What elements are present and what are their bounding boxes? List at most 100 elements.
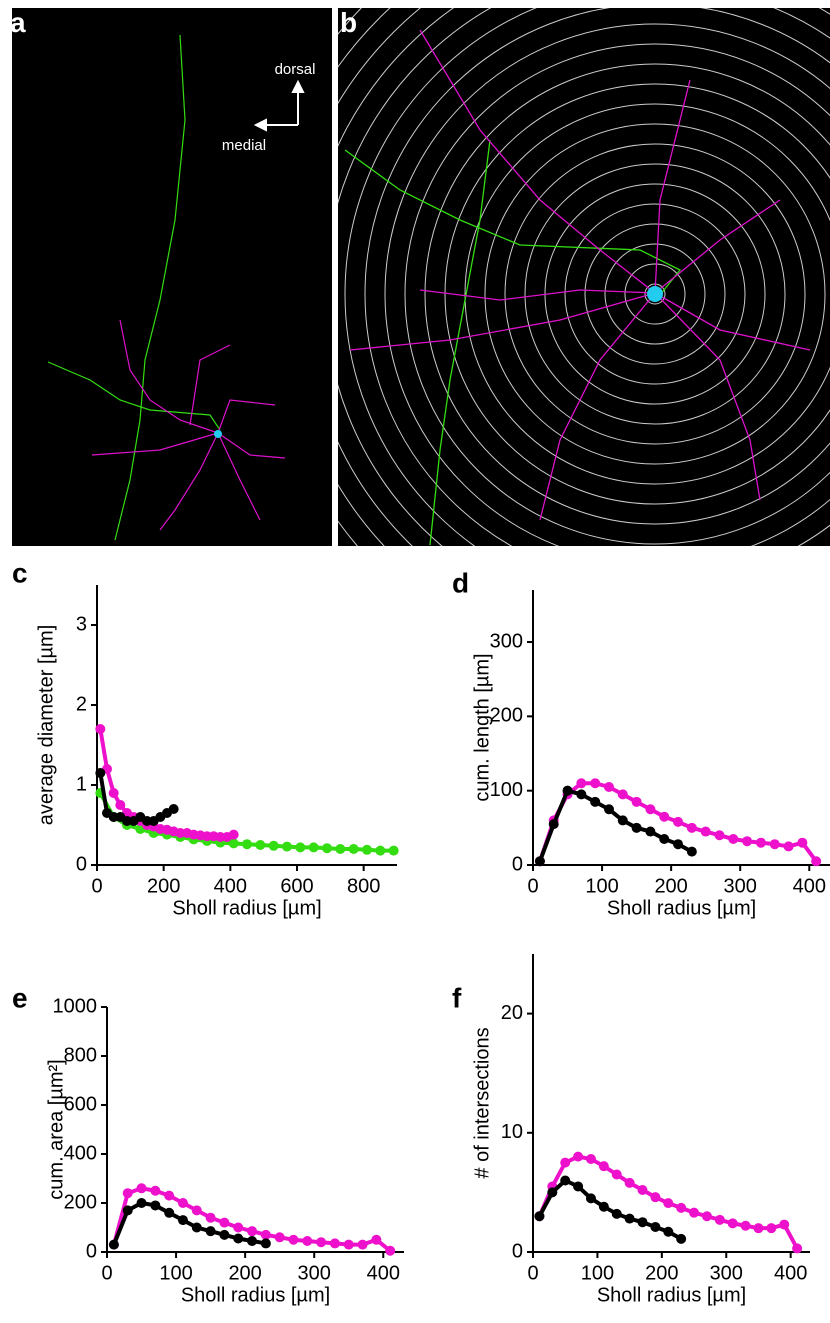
data-point [560,1157,571,1168]
sholl-ring [524,163,786,425]
data-point [714,1214,725,1225]
data-point [573,1151,584,1162]
x-tick-label: 200 [645,1262,678,1284]
x-tick-label: 300 [724,875,757,897]
data-point [676,1202,687,1213]
x-tick-label: 0 [101,1262,112,1284]
x-axis-label: Sholl radius [µm] [172,897,321,919]
medial-label: medial [222,137,266,154]
x-tick-label: 200 [654,875,687,897]
sholl-ring [564,203,746,385]
data-point [603,781,614,792]
data-point [205,1212,216,1223]
panel-label: a [10,7,26,38]
sholl-ring [584,223,726,365]
data-point [260,1229,271,1240]
x-axis-label: Sholl radius [µm] [597,1284,746,1306]
data-point [136,1198,147,1208]
series-line [537,1178,683,1241]
data-point [164,1190,175,1201]
sholl-ring [464,103,830,485]
data-point [673,816,684,827]
data-point [288,1234,299,1245]
y-tick-label: 200 [490,705,523,727]
data-point [343,1239,354,1250]
data-point [585,1154,596,1165]
data-point [282,841,292,852]
data-point [228,829,239,840]
y-tick-label: 3 [76,613,87,635]
data-point [228,838,239,849]
data-point [631,822,642,833]
data-point [573,1181,584,1192]
data-point [295,842,306,853]
data-point [260,1238,271,1249]
data-point [108,1239,119,1250]
y-tick-label: 0 [86,1240,97,1262]
x-tick-label: 0 [527,1262,538,1284]
y-tick-label: 1000 [53,995,98,1017]
y-tick-label: 300 [490,630,523,652]
sholl-ring [624,263,686,325]
data-point [316,1237,327,1248]
data-point [362,844,372,855]
y-tick-label: 800 [64,1044,97,1066]
x-tick-label: 100 [159,1262,192,1284]
x-tick-label: 100 [581,1262,614,1284]
x-tick-label: 200 [147,875,180,897]
neuron-a [47,34,286,541]
data-point [783,841,794,852]
series-line [538,788,693,862]
data-point [742,836,753,847]
data-point [205,1226,216,1237]
data-point [191,1205,202,1216]
x-tick-label: 800 [347,875,380,897]
data-point [673,839,684,850]
data-point [700,826,711,837]
y-tick-label: 20 [501,1002,523,1024]
data-point [560,1175,571,1186]
data-point [779,1219,790,1230]
data-point [122,1205,133,1216]
data-point [590,796,601,807]
sholl-ring [444,83,830,505]
data-point [617,815,628,826]
sholl-ring [344,8,830,546]
data-point [348,844,359,854]
data-point [659,833,670,844]
data-point [95,724,106,734]
data-point [242,839,252,850]
data-point [274,1232,285,1243]
data-point [95,768,106,778]
data-point [329,1238,340,1249]
data-point [650,1192,661,1203]
data-point [624,1177,635,1188]
x-tick-label: 300 [710,1262,743,1284]
sholl-ring [484,123,826,465]
data-point [753,1223,764,1234]
y-tick-label: 0 [512,1240,523,1262]
data-point [375,845,386,856]
sholl-ring [384,23,830,546]
y-axis-label: average diameter [µm] [35,625,57,826]
data-point [302,1235,313,1246]
data-point [676,1233,687,1244]
data-point [686,822,697,833]
data-point [247,1235,258,1246]
x-tick-label: 0 [91,875,102,897]
data-point [357,1239,368,1250]
panel-b-image [338,8,830,546]
data-point [645,826,656,837]
data-point [728,833,739,844]
y-tick-label: 200 [64,1191,97,1213]
data-point [534,856,545,867]
data-point [755,837,766,848]
data-point [122,1188,133,1199]
data-point [385,1245,396,1256]
x-tick-label: 600 [280,875,313,897]
panel-label: c [12,557,28,588]
x-tick-label: 300 [298,1262,331,1284]
y-axis-label: cum. area [µm²] [45,1059,67,1199]
data-point [388,845,399,856]
